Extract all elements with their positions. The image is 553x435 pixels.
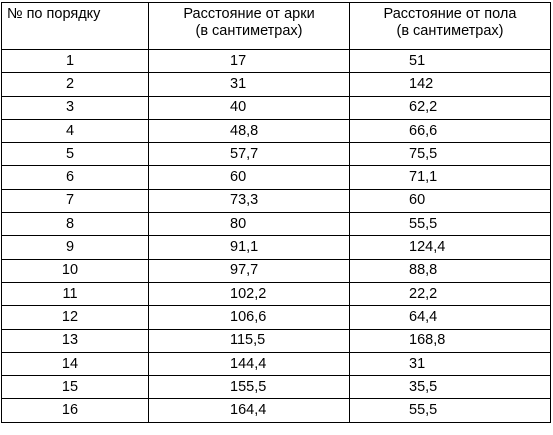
row-number-cell: 1 <box>1 48 149 74</box>
table-row: 12 106,6 64,4 <box>1 305 551 330</box>
header-arch-distance: Расстояние от арки (в сантиметрах) <box>148 2 350 50</box>
arch-distance-cell: 73,3 <box>148 188 350 214</box>
arch-distance-cell: 17 <box>148 48 350 74</box>
floor-distance-cell: 142 <box>349 72 551 97</box>
row-number-cell: 10 <box>1 258 149 283</box>
floor-distance-cell: 124,4 <box>349 235 551 260</box>
row-number-cell: 8 <box>1 212 149 237</box>
floor-distance-cell: 75,5 <box>349 142 551 167</box>
table-row: 1 17 51 <box>1 48 551 74</box>
arch-distance-cell: 97,7 <box>148 258 350 283</box>
table-row: 16 164,4 55,5 <box>1 398 551 423</box>
table-row: 5 57,7 75,5 <box>1 142 551 167</box>
floor-distance-cell: 66,6 <box>349 118 551 144</box>
row-number-cell: 2 <box>1 72 149 97</box>
table-row: 6 60 71,1 <box>1 165 551 190</box>
table-row: 2 31 142 <box>1 72 551 97</box>
table-body: 1 17 51 2 31 142 3 40 62,2 4 48,8 66,6 5 57,7 75,5 6 60 7… <box>1 48 551 423</box>
table-row: 11 102,2 22,2 <box>1 281 551 307</box>
arch-distance-cell: 106,6 <box>148 305 350 330</box>
arch-distance-cell: 91,1 <box>148 235 350 260</box>
row-number-cell: 6 <box>1 165 149 190</box>
floor-distance-cell: 88,8 <box>349 258 551 283</box>
header-arch-distance-line2: (в сантиметрах) <box>195 23 303 39</box>
row-number-cell: 11 <box>1 281 149 307</box>
arch-distance-cell: 155,5 <box>148 375 350 400</box>
table-row: 15 155,5 35,5 <box>1 375 551 400</box>
row-number-cell: 13 <box>1 328 149 353</box>
floor-distance-cell: 168,8 <box>349 328 551 353</box>
floor-distance-cell: 62,2 <box>349 95 551 120</box>
arch-distance-cell: 115,5 <box>148 328 350 353</box>
floor-distance-cell: 60 <box>349 188 551 214</box>
row-number-cell: 9 <box>1 235 149 260</box>
arch-distance-cell: 40 <box>148 95 350 120</box>
floor-distance-cell: 55,5 <box>349 212 551 237</box>
header-row: № по порядку Расстояние от арки (в санти… <box>1 2 551 50</box>
row-number-cell: 15 <box>1 375 149 400</box>
floor-distance-cell: 64,4 <box>349 305 551 330</box>
table-row: 13 115,5 168,8 <box>1 328 551 353</box>
arch-distance-cell: 57,7 <box>148 142 350 167</box>
arch-distance-cell: 164,4 <box>148 398 350 423</box>
row-number-cell: 7 <box>1 188 149 214</box>
row-number-cell: 3 <box>1 95 149 120</box>
floor-distance-cell: 31 <box>349 351 551 377</box>
table-row: 3 40 62,2 <box>1 95 551 120</box>
measurements-table: № по порядку Расстояние от арки (в санти… <box>1 2 551 423</box>
floor-distance-cell: 35,5 <box>349 375 551 400</box>
row-number-cell: 4 <box>1 118 149 144</box>
table-row: 4 48,8 66,6 <box>1 118 551 144</box>
arch-distance-cell: 48,8 <box>148 118 350 144</box>
header-floor-distance-line2: (в сантиметрах) <box>396 23 504 39</box>
header-floor-distance: Расстояние от пола (в сантиметрах) <box>349 2 551 50</box>
table-row: 7 73,3 60 <box>1 188 551 214</box>
floor-distance-cell: 51 <box>349 48 551 74</box>
arch-distance-cell: 31 <box>148 72 350 97</box>
table-row: 9 91,1 124,4 <box>1 235 551 260</box>
arch-distance-cell: 144,4 <box>148 351 350 377</box>
header-arch-distance-line1: Расстояние от арки <box>183 6 315 22</box>
row-number-cell: 16 <box>1 398 149 423</box>
table-row: 8 80 55,5 <box>1 212 551 237</box>
header-number: № по порядку <box>1 2 149 50</box>
floor-distance-cell: 22,2 <box>349 281 551 307</box>
arch-distance-cell: 80 <box>148 212 350 237</box>
header-floor-distance-line1: Расстояние от пола <box>383 6 517 22</box>
floor-distance-cell: 71,1 <box>349 165 551 190</box>
floor-distance-cell: 55,5 <box>349 398 551 423</box>
arch-distance-cell: 102,2 <box>148 281 350 307</box>
table-row: 10 97,7 88,8 <box>1 258 551 283</box>
table-row: 14 144,4 31 <box>1 351 551 377</box>
row-number-cell: 12 <box>1 305 149 330</box>
arch-distance-cell: 60 <box>148 165 350 190</box>
row-number-cell: 14 <box>1 351 149 377</box>
row-number-cell: 5 <box>1 142 149 167</box>
